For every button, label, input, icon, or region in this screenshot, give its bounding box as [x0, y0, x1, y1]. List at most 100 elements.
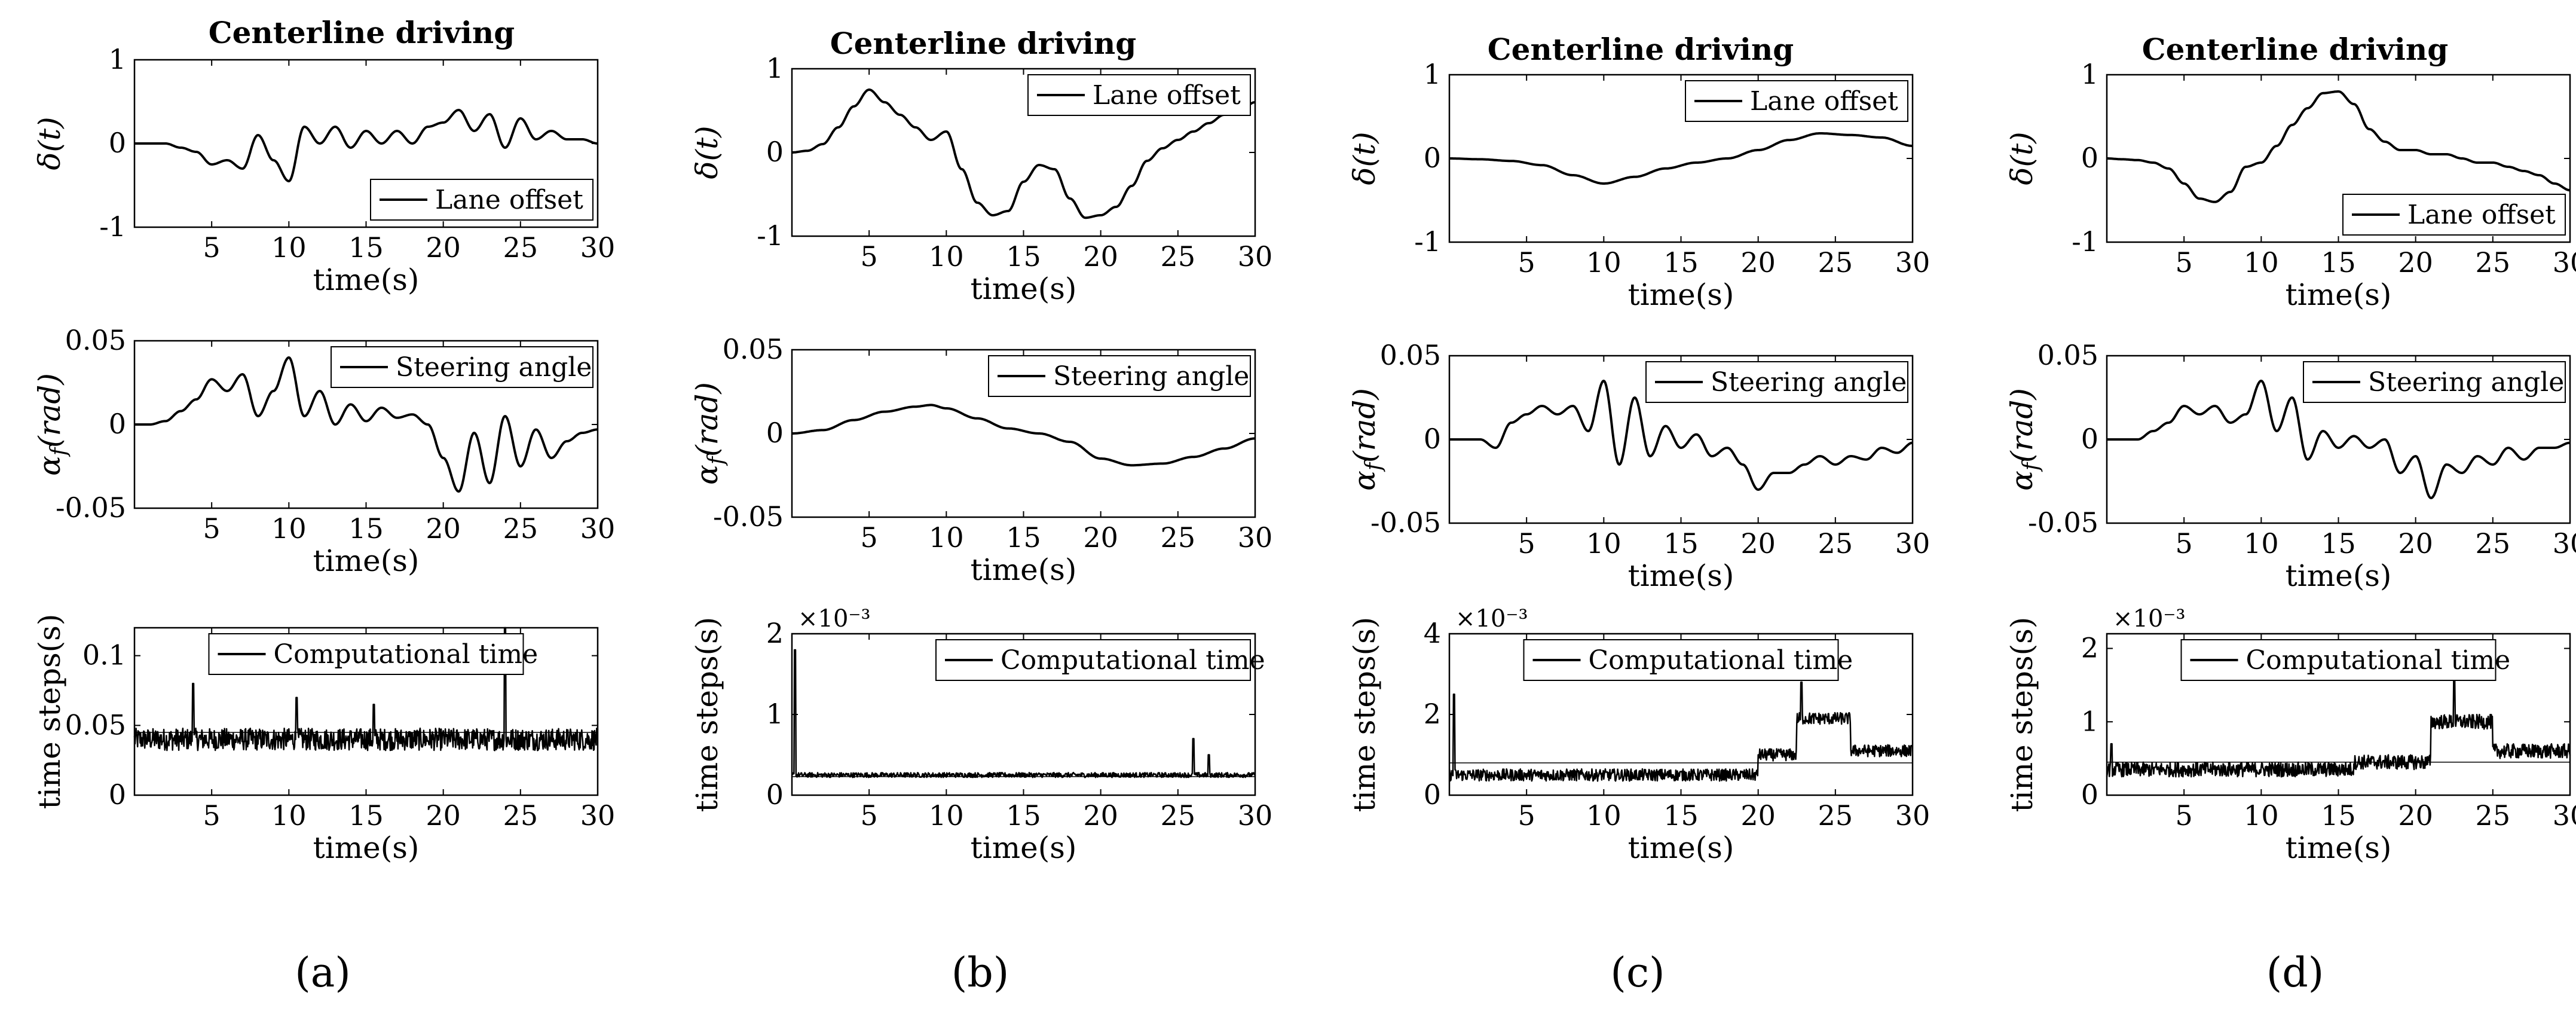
y-tick-label: -1	[2072, 225, 2098, 258]
x-tick-label: 15	[1663, 527, 1699, 560]
x-tick-label: 15	[348, 231, 384, 264]
x-tick-label: 20	[1083, 521, 1118, 554]
y-axis-label: time steps(s)	[1347, 617, 1382, 813]
y-axis-label: δ(t)	[2005, 132, 2039, 185]
x-tick-label: 25	[1161, 521, 1196, 554]
x-tick-label: 5	[1518, 799, 1535, 832]
x-tick-label: 20	[1740, 246, 1776, 279]
x-tick-label: 30	[1895, 527, 1931, 560]
y-tick-label: 0	[109, 778, 126, 811]
x-tick-label: 15	[2321, 527, 2356, 560]
x-axis-label: time(s)	[971, 830, 1077, 865]
y-tick-label: 1	[109, 43, 126, 75]
x-tick-label: 30	[1238, 240, 1273, 273]
y-tick-label: 0	[109, 408, 126, 440]
y-tick-label: 0	[2081, 142, 2098, 174]
legend: Computational time	[1523, 639, 1853, 681]
y-tick-label: -1	[757, 219, 784, 252]
y-tick-label: -0.05	[713, 500, 784, 533]
y-tick-label: 0	[766, 778, 784, 811]
x-tick-label: 25	[503, 799, 539, 832]
series-line-lane-offset	[2106, 90, 2571, 203]
x-tick-label: 25	[1818, 799, 1853, 832]
panel-c-label: (c)	[1610, 949, 1665, 997]
legend: Computational time	[208, 633, 538, 675]
x-tick-label: 20	[2398, 799, 2433, 832]
legend: Steering angle	[2303, 361, 2566, 403]
x-tick-label: 15	[348, 512, 384, 545]
y-tick-label: 2	[1424, 698, 1441, 730]
x-tick-label: 15	[2321, 799, 2356, 832]
x-axis-label: time(s)	[2286, 558, 2392, 593]
x-tick-label: 5	[1518, 527, 1535, 560]
x-tick-label: 30	[1238, 521, 1273, 554]
y-tick-label: 0.05	[723, 333, 784, 365]
x-tick-label: 25	[1161, 240, 1196, 273]
x-tick-label: 30	[2553, 799, 2576, 832]
x-tick-label: 20	[2398, 527, 2433, 560]
y-tick-label: 4	[1424, 617, 1441, 649]
y-tick-label: 0	[2081, 778, 2098, 811]
y-tick-label: 0.05	[65, 324, 126, 356]
y-tick-label: 1	[766, 698, 784, 730]
y-axis-label: αf(rad)	[1347, 388, 1386, 491]
legend-label: Steering angle	[1711, 367, 1907, 398]
x-tick-label: 10	[1586, 527, 1622, 560]
y-axis-label: δ(t)	[1347, 132, 1382, 185]
x-tick-label: 20	[426, 799, 461, 832]
x-tick-label: 15	[2321, 246, 2356, 279]
y-tick-label: 1	[1424, 58, 1441, 90]
chart-d-steering: 5 10 15 20 25 30 0.05 0 -0.05 time(s) αf(rad) Steer…	[2005, 339, 2576, 593]
x-tick-label: 30	[580, 512, 616, 545]
x-axis-label: time(s)	[313, 830, 420, 865]
panel-c-title: Centerline driving	[1488, 32, 1794, 67]
series-line-computational-time	[2106, 677, 2571, 778]
series-line-steering-angle	[2106, 380, 2571, 499]
y-tick-label: 0	[2081, 423, 2098, 455]
x-tick-label: 20	[1740, 527, 1776, 560]
panel-b-label: (b)	[952, 949, 1009, 997]
y-tick-label: -0.05	[2028, 506, 2098, 539]
x-tick-label: 10	[271, 799, 307, 832]
y-tick-label: -1	[99, 210, 126, 243]
x-tick-label: 25	[2476, 527, 2511, 560]
legend-label: Computational time	[1589, 645, 1853, 676]
x-axis-label: time(s)	[2286, 830, 2392, 865]
y-tick-label: 1	[2081, 705, 2098, 737]
x-tick-label: 25	[1818, 527, 1853, 560]
y-axis-label: time steps(s)	[2005, 617, 2039, 813]
y-tick-label: 0	[1424, 142, 1441, 174]
x-tick-label: 10	[2244, 246, 2279, 279]
x-tick-label: 30	[1895, 246, 1931, 279]
x-tick-label: 20	[426, 231, 461, 264]
y-tick-label: 0.05	[2037, 339, 2098, 371]
x-tick-label: 10	[929, 240, 964, 273]
panel-b-title: Centerline driving	[830, 26, 1136, 61]
x-tick-label: 10	[2244, 799, 2279, 832]
y-tick-label: 0.1	[82, 639, 126, 671]
x-tick-label: 10	[929, 799, 964, 832]
y-axis-label: δ(t)	[690, 126, 724, 179]
x-tick-label: 5	[2176, 246, 2193, 279]
legend: Steering angle	[331, 346, 593, 388]
x-tick-label: 5	[861, 240, 878, 273]
y-tick-label: 1	[766, 52, 784, 84]
x-axis-label: time(s)	[971, 552, 1077, 587]
x-tick-label: 20	[1740, 799, 1776, 832]
panel-d-label: (d)	[2266, 949, 2324, 997]
y-multiplier-label: ×10⁻³	[798, 605, 871, 633]
series-line-computational-time	[791, 649, 1256, 778]
y-tick-label: 0	[109, 127, 126, 159]
x-tick-label: 30	[580, 799, 616, 832]
chart-c-steering: 5 10 15 20 25 30 0.05 0 -0.05 time(s) αf(rad) Steer…	[1347, 339, 1930, 593]
x-tick-label: 30	[2553, 527, 2576, 560]
chart-a-comptime: 5 10 15 20 25 30 0.1 0.05 0 time(s) time steps(s) C…	[32, 614, 615, 865]
legend: Lane offset	[1685, 80, 1908, 122]
legend: Computational time	[2180, 639, 2510, 681]
legend: Steering angle	[1645, 361, 1908, 403]
x-tick-label: 25	[1161, 799, 1196, 832]
legend: Steering angle	[988, 355, 1251, 397]
y-tick-label: 0	[766, 417, 784, 449]
